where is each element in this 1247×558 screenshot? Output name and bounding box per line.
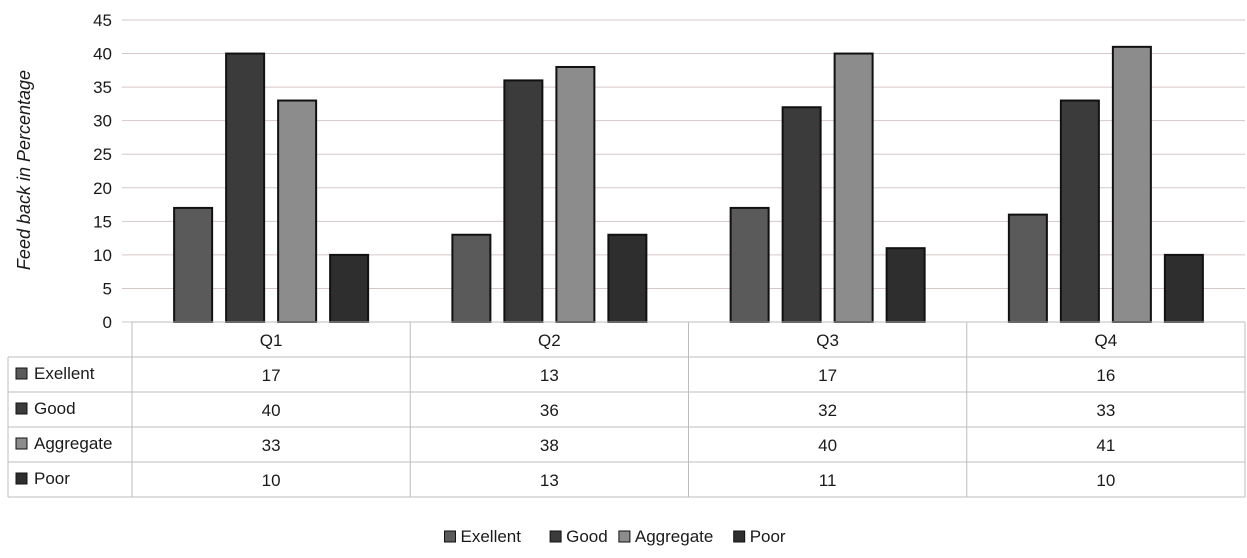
bar (451, 233, 492, 323)
data-label: 17 (262, 366, 281, 385)
data-label: 40 (818, 436, 837, 455)
table-series-label: Aggregate (34, 434, 112, 453)
table-legend-key (15, 367, 28, 380)
data-label: 38 (540, 436, 559, 455)
bar (1007, 213, 1048, 323)
category-label: Q1 (260, 331, 283, 350)
y-tick-label: 40 (93, 45, 112, 64)
bar (1163, 253, 1204, 323)
bar (503, 79, 544, 324)
bar (277, 99, 318, 323)
bar (1059, 99, 1100, 323)
y-axis-label: Feed back in Percentage (14, 70, 34, 270)
legend-key (444, 530, 456, 543)
bar (781, 106, 822, 323)
y-tick-label: 30 (93, 112, 112, 131)
table-legend-key (15, 437, 28, 450)
y-tick-label: 15 (93, 212, 112, 231)
bar (885, 247, 926, 323)
bar (607, 233, 648, 323)
legend: Exellent Good Aggregate Poor (444, 527, 786, 546)
data-label: 41 (1096, 436, 1115, 455)
legend-key (618, 530, 631, 543)
table-series-label: Poor (34, 469, 70, 488)
data-label: 17 (818, 366, 837, 385)
bar (833, 52, 874, 324)
data-label: 10 (262, 471, 281, 490)
bar (555, 65, 596, 323)
bars (173, 45, 1204, 324)
legend-label: Good (566, 527, 608, 546)
category-label: Q2 (538, 331, 561, 350)
table-legend-key (15, 402, 28, 415)
data-label: 13 (540, 471, 559, 490)
y-tick-label: 20 (93, 179, 112, 198)
y-tick-label: 35 (93, 78, 112, 97)
data-label: 40 (262, 401, 281, 420)
data-label: 36 (540, 401, 559, 420)
bar (329, 253, 370, 323)
table-series-label: Exellent (34, 364, 95, 383)
y-tick-label: 25 (93, 145, 112, 164)
data-label: 16 (1096, 366, 1115, 385)
category-label: Q3 (816, 331, 839, 350)
legend-label: Poor (750, 527, 786, 546)
y-tick-label: 5 (103, 279, 112, 298)
data-label: 32 (818, 401, 837, 420)
y-axis-ticks: 0 5 10 15 20 25 30 35 40 45 (93, 11, 112, 332)
table-legend-key (15, 472, 28, 485)
legend-key (549, 530, 562, 543)
legend-label: Exellent (461, 527, 522, 546)
y-tick-label: 45 (93, 11, 112, 30)
y-tick-label: 10 (93, 246, 112, 265)
bar (1111, 45, 1152, 323)
data-label: 10 (1096, 471, 1115, 490)
bar (173, 206, 214, 324)
legend-key (733, 530, 746, 543)
data-label: 33 (1096, 401, 1115, 420)
bar (225, 52, 266, 324)
data-label: 13 (540, 366, 559, 385)
bar (729, 206, 770, 324)
legend-label: Aggregate (635, 527, 713, 546)
y-tick-label: 0 (103, 313, 112, 332)
table-series-label: Good (34, 399, 76, 418)
data-label: 33 (262, 436, 281, 455)
data-table: Q1 Q2 Q3 Q4 Exellent 17 13 17 16 Good 40 36 32 33 Aggr… (7, 321, 1246, 498)
data-label: 11 (819, 471, 837, 490)
category-label: Q4 (1095, 331, 1118, 350)
